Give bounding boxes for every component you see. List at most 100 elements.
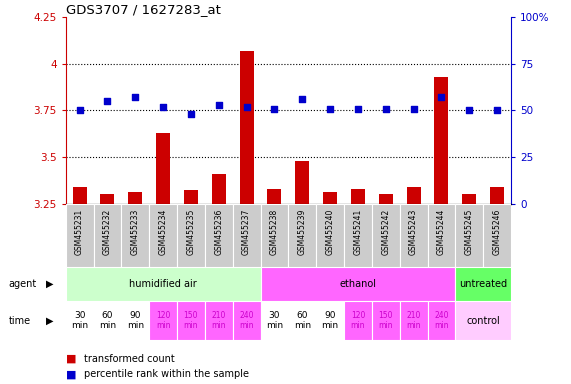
Point (465, 108, 474, 114)
Bar (122, 204, 149, 267)
Bar (344, 204, 372, 267)
Point (409, 106, 418, 112)
Bar (177, 301, 205, 340)
Text: GSM455240: GSM455240 (325, 209, 335, 255)
Text: GSM455242: GSM455242 (381, 209, 391, 255)
Bar (400, 301, 428, 340)
Bar (94, 204, 122, 267)
Bar (428, 301, 456, 340)
Bar (463, 194, 476, 204)
Text: ▶: ▶ (46, 316, 53, 326)
Text: GSM455239: GSM455239 (297, 209, 307, 255)
Point (437, 94, 446, 101)
Text: transformed count: transformed count (84, 354, 175, 364)
Bar (316, 204, 344, 267)
Bar (260, 301, 288, 340)
Text: GSM455245: GSM455245 (465, 209, 474, 255)
Bar (66, 267, 260, 301)
Bar (100, 194, 114, 204)
Bar (351, 189, 365, 204)
Bar (205, 301, 233, 340)
Point (214, 102, 223, 108)
Bar (379, 194, 393, 204)
Text: 60
min: 60 min (293, 311, 311, 330)
Bar (267, 189, 282, 204)
Bar (149, 204, 177, 267)
Point (353, 106, 363, 112)
Text: GSM455234: GSM455234 (159, 209, 168, 255)
Point (493, 108, 502, 114)
Text: humidified air: humidified air (129, 279, 197, 289)
Text: 90
min: 90 min (127, 311, 144, 330)
Text: 240
min: 240 min (239, 311, 254, 330)
Bar (456, 267, 511, 301)
Bar (233, 301, 260, 340)
Text: GSM455246: GSM455246 (493, 209, 502, 255)
Bar (400, 204, 428, 267)
Bar (73, 187, 87, 204)
Point (186, 111, 195, 117)
Text: 150
min: 150 min (184, 311, 198, 330)
Bar (490, 187, 504, 204)
Text: ethanol: ethanol (339, 279, 376, 289)
Bar (156, 133, 170, 204)
Text: 30
min: 30 min (71, 311, 88, 330)
Text: 150
min: 150 min (379, 311, 393, 330)
Bar (233, 204, 260, 267)
Text: 240
min: 240 min (434, 311, 449, 330)
Bar (456, 301, 511, 340)
Text: control: control (467, 316, 500, 326)
Bar (260, 204, 288, 267)
Text: 90
min: 90 min (321, 311, 339, 330)
Text: 210
min: 210 min (211, 311, 226, 330)
Bar (428, 204, 456, 267)
Text: GSM455236: GSM455236 (214, 209, 223, 255)
Point (131, 94, 140, 101)
Text: ■: ■ (66, 354, 76, 364)
Bar (66, 204, 94, 267)
Bar (483, 204, 511, 267)
Point (297, 96, 307, 102)
Text: percentile rank within the sample: percentile rank within the sample (84, 369, 249, 379)
Bar (260, 267, 456, 301)
Bar (288, 204, 316, 267)
Text: 120
min: 120 min (156, 311, 170, 330)
Text: agent: agent (9, 279, 37, 289)
Text: GSM455238: GSM455238 (270, 209, 279, 255)
Bar (122, 301, 149, 340)
Bar (212, 174, 226, 204)
Bar (344, 301, 372, 340)
Bar (295, 161, 309, 204)
Bar (94, 301, 122, 340)
Text: GSM455237: GSM455237 (242, 209, 251, 255)
Text: 30
min: 30 min (266, 311, 283, 330)
Bar (456, 204, 483, 267)
Bar (66, 301, 94, 340)
Bar (435, 77, 448, 204)
Bar (316, 301, 344, 340)
Bar (205, 204, 233, 267)
Bar (288, 301, 316, 340)
Point (325, 106, 335, 112)
Bar (372, 301, 400, 340)
Text: ▶: ▶ (46, 279, 53, 289)
Bar (240, 51, 254, 204)
Point (75, 108, 84, 114)
Point (103, 98, 112, 104)
Text: 120
min: 120 min (351, 311, 365, 330)
Text: GSM455235: GSM455235 (186, 209, 195, 255)
Text: GSM455233: GSM455233 (131, 209, 140, 255)
Point (270, 106, 279, 112)
Point (159, 104, 168, 110)
Bar (407, 187, 421, 204)
Bar (128, 192, 142, 204)
Bar (323, 192, 337, 204)
Point (242, 104, 251, 110)
Text: GSM455244: GSM455244 (437, 209, 446, 255)
Bar (184, 190, 198, 204)
Text: GSM455243: GSM455243 (409, 209, 418, 255)
Bar (372, 204, 400, 267)
Text: GDS3707 / 1627283_at: GDS3707 / 1627283_at (66, 3, 220, 16)
Text: GSM455231: GSM455231 (75, 209, 84, 255)
Text: ■: ■ (66, 369, 76, 379)
